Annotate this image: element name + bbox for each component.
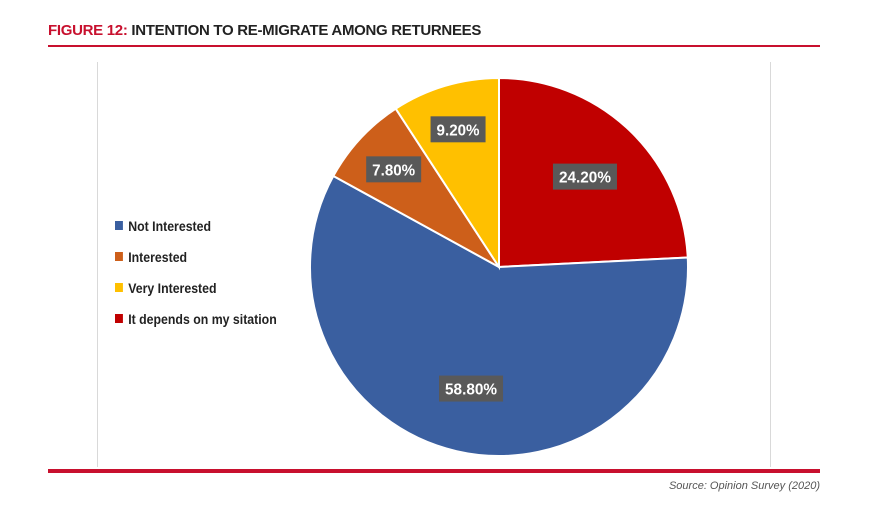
chart-legend: Not Interested Interested Very Interested I… — [115, 210, 299, 334]
legend-item-it-depends-on-my-sitation: It depends on my sitation — [115, 303, 277, 334]
legend-label: Interested — [128, 248, 188, 265]
legend-label: Not Interested — [128, 217, 212, 234]
legend-item-interested: Interested — [115, 241, 277, 272]
data-label-text: 24.20% — [559, 170, 611, 187]
data-label-text: 9.20% — [437, 122, 480, 139]
legend-swatch — [115, 221, 123, 230]
data-label-it-depends-on-my-sitation: 24.20% — [552, 163, 617, 190]
pie-slice-interested — [332, 107, 500, 268]
chart-frame-left — [97, 62, 98, 467]
figure-number: FIGURE 12: — [48, 22, 128, 39]
legend-label: It depends on my sitation — [128, 310, 277, 327]
data-label-box — [439, 375, 504, 402]
data-label-not-interested: 58.80% — [439, 375, 504, 402]
top-rule — [48, 45, 820, 47]
legend-swatch — [115, 314, 123, 323]
legend-swatch — [115, 252, 123, 261]
data-label-very-interested: 9.20% — [430, 116, 486, 143]
data-label-text: 58.80% — [445, 382, 497, 399]
pie-slice-not-interested — [309, 174, 689, 457]
data-label-box — [552, 163, 617, 190]
legend-swatch — [115, 283, 123, 292]
legend-item-very-interested: Very Interested — [115, 272, 277, 303]
bottom-rule — [48, 469, 820, 473]
figure-title: FIGURE 12: INTENTION TO RE-MIGRATE AMONG… — [48, 22, 481, 39]
data-label-box — [366, 156, 422, 183]
chart-frame-right — [770, 62, 771, 467]
legend-item-not-interested: Not Interested — [115, 210, 277, 241]
source-note: Source: Opinion Survey (2020) — [668, 480, 820, 492]
data-label-box — [430, 116, 486, 143]
figure-title-text: INTENTION TO RE-MIGRATE AMONG RETURNEES — [131, 22, 482, 39]
data-label-interested: 7.80% — [366, 156, 422, 183]
data-label-text: 7.80% — [372, 162, 415, 179]
legend-label: Very Interested — [128, 279, 217, 296]
